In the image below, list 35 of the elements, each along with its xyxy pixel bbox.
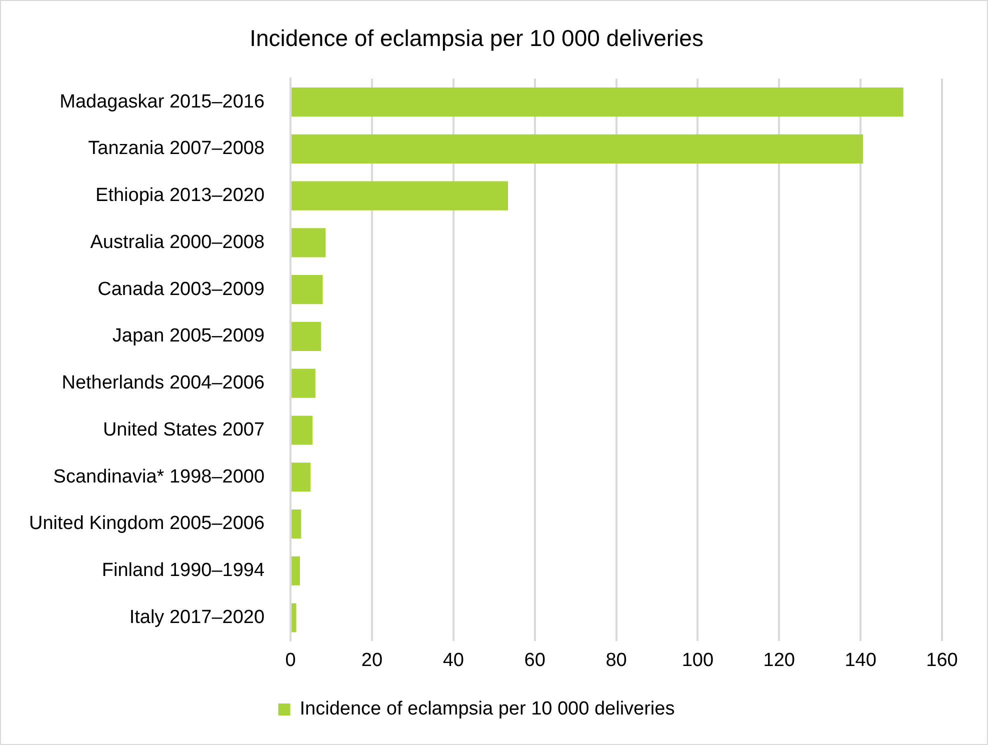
x-tick-label: 140 (844, 650, 876, 671)
bar (292, 322, 322, 351)
x-tick-label: 60 (524, 650, 546, 671)
y-tick-label: Australia 2000–2008 (90, 232, 265, 253)
y-tick-label: Netherlands 2004–2006 (62, 372, 265, 394)
y-tick-label: Madagaskar 2015–2016 (60, 91, 265, 112)
x-tick-label: 120 (763, 650, 795, 671)
x-tick-label: 20 (361, 650, 383, 671)
bar (292, 134, 864, 164)
bar (292, 88, 904, 117)
bar (292, 181, 508, 210)
x-tick-label: 40 (442, 650, 464, 671)
bar (292, 603, 296, 632)
x-tick-label: 160 (926, 650, 958, 671)
x-tick-label: 100 (682, 650, 714, 671)
y-tick-label: United States 2007 (102, 419, 265, 440)
y-tick-label: Ethiopia 2013–2020 (96, 185, 265, 206)
bar (292, 275, 323, 304)
y-tick-label: Scandinavia* 1998–2000 (53, 466, 265, 488)
bar (292, 416, 313, 445)
bar (292, 462, 311, 492)
bar (292, 556, 300, 586)
bar (292, 509, 302, 539)
bar (292, 228, 326, 258)
y-tick-label: Finland 1990–1994 (102, 560, 265, 582)
y-tick-label: Italy 2017–2020 (129, 606, 265, 628)
y-tick-label: United Kingdom 2005–2006 (28, 513, 265, 534)
bar (292, 368, 316, 398)
x-tick-label: 80 (606, 650, 627, 671)
y-tick-label: Tanzania 2007–2008 (88, 138, 265, 160)
y-tick-label: Japan 2005–2009 (112, 326, 265, 347)
legend-label: Incidence of eclampsia per 10 000 deliveries (300, 698, 675, 720)
x-tick-label: 0 (285, 650, 296, 671)
chart-title: Incidence of eclampsia per 10 000 deliveries (250, 25, 704, 52)
y-tick-label: Canada 2003–2009 (98, 278, 265, 300)
